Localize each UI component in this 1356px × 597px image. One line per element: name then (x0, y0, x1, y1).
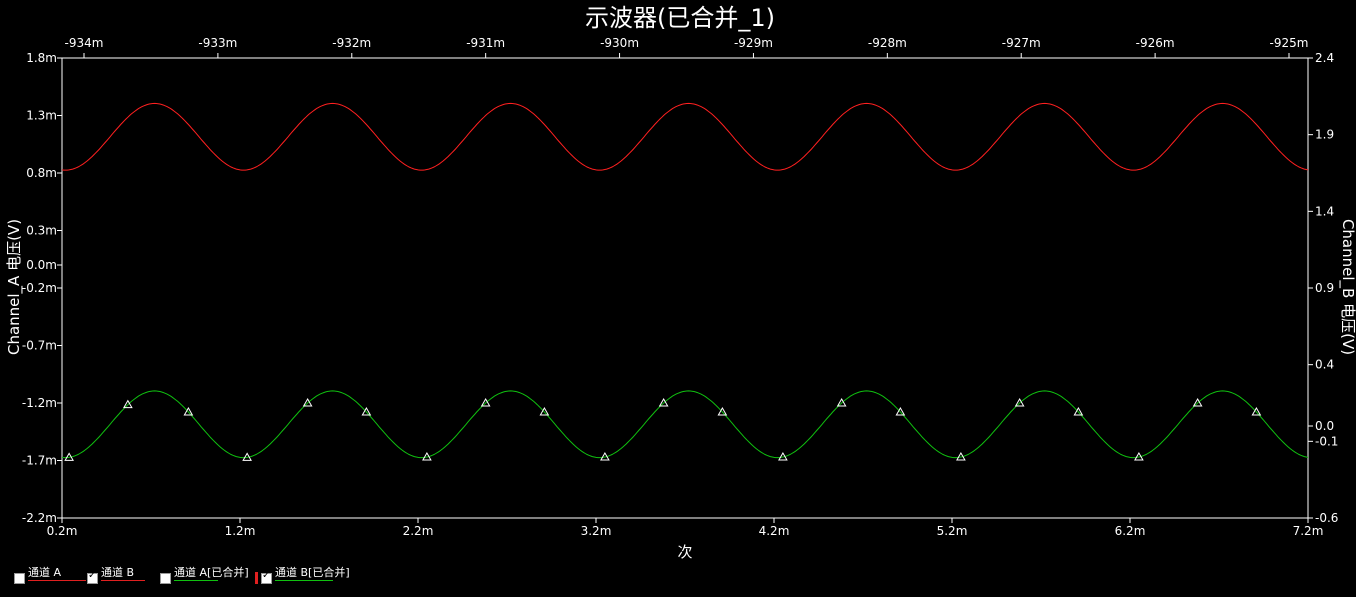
x-tick-label: 7.2m (1293, 524, 1324, 538)
x-tick-label: 4.2m (759, 524, 790, 538)
series-point-marker (122, 399, 133, 409)
y-axis-label-left: Channel_A 电压(V) (5, 219, 24, 355)
series-point-marker (600, 452, 610, 461)
y-left-tick-label: 1.8m (26, 51, 57, 65)
series-point-marker (422, 452, 432, 461)
top-tick-label: -928m (868, 36, 907, 50)
series-point-marker (895, 406, 906, 416)
x-tick-label: 0.2m (47, 524, 78, 538)
plot-frame (61, 57, 1309, 519)
legend-label-channel-a: 通道 A (28, 566, 62, 579)
series-line-0 (61, 102, 1309, 171)
series-point-marker (1134, 452, 1144, 461)
series-point-marker (480, 398, 491, 407)
series-point-marker (539, 406, 550, 416)
y-left-tick-label: 0.8m (26, 166, 57, 180)
y-right-tick-label: 2.4 (1315, 51, 1334, 65)
y-left-tick-label: -1.2m (22, 396, 57, 410)
y-axis-label-right: Channel_B 电压(V) (1338, 219, 1356, 355)
top-axis-ticks: -934m -933m -932m -931m -930m -929m -928m -927m… (65, 36, 1309, 58)
x-axis-label: 次 (677, 543, 692, 560)
series-point-marker (1014, 398, 1025, 407)
series-point-marker (361, 406, 372, 416)
y-right-tick-label: -0.1 (1315, 434, 1338, 448)
y-right-tick-label: 0.4 (1315, 358, 1334, 372)
y-right-tick-label: 1.9 (1315, 128, 1334, 142)
x-tick-label: 5.2m (937, 524, 968, 538)
y-left-tick-label: -2.2m (22, 511, 57, 525)
legend-checkbox-channel-b[interactable] (87, 570, 98, 584)
right-axis-ticks: 2.4 1.9 1.4 0.9 0.4 0.0-0.1 -0.6 (1308, 51, 1338, 525)
series-point-marker (302, 398, 313, 407)
y-right-tick-label: 0.0 (1315, 419, 1334, 433)
top-tick-label: -926m (1136, 36, 1175, 50)
x-tick-label: 6.2m (1115, 524, 1146, 538)
series-point-marker (956, 452, 966, 461)
bottom-axis-ticks: 0.2m 1.2m 2.2m 3.2m 4.2m 5.2m 6.2m 7.2m (47, 518, 1324, 538)
y-left-tick-label: 1.3m (26, 109, 57, 123)
legend-line-channel-a-merged (174, 580, 218, 581)
left-axis-ticks: 1.8m 1.3m 0.8m 0.3m 0.0m -0.2m -0.7m -1.2m -1.7m… (22, 51, 62, 525)
top-tick-label: -927m (1002, 36, 1041, 50)
legend-selection-marker (255, 572, 258, 584)
y-right-tick-label: 1.4 (1315, 204, 1334, 218)
x-tick-label: 2.2m (403, 524, 434, 538)
top-tick-label: -929m (734, 36, 773, 50)
x-tick-label: 1.2m (225, 524, 256, 538)
oscilloscope-chart: 示波器(已合并_1) -934m -933m -932m -931m -930m -929… (5, 4, 1356, 560)
series-layer (61, 102, 1309, 461)
top-tick-label: -933m (198, 36, 237, 50)
legend-label-channel-b-merged: 通道 B[已合并] (275, 566, 350, 579)
legend-label-channel-b: 通道 B (101, 566, 135, 579)
series-point-marker (836, 398, 847, 407)
legend-line-channel-b-merged (275, 580, 333, 581)
x-tick-label: 3.2m (581, 524, 612, 538)
chart-title: 示波器(已合并_1) (585, 4, 775, 32)
y-left-tick-label: -1.7m (22, 454, 57, 468)
y-left-tick-label: -0.7m (22, 339, 57, 353)
legend-checkbox-channel-a-merged[interactable] (160, 573, 171, 584)
top-tick-label: -925m (1270, 36, 1309, 50)
y-left-tick-label: 0.0m (26, 258, 57, 272)
series-point-marker (242, 452, 252, 461)
y-right-tick-label: 0.9 (1315, 281, 1334, 295)
legend-checkbox-channel-b-merged[interactable] (261, 570, 272, 584)
series-point-marker (183, 406, 194, 416)
top-tick-label: -931m (466, 36, 505, 50)
top-tick-label: -932m (332, 36, 371, 50)
top-tick-label: -934m (65, 36, 104, 50)
legend-checkbox-channel-a[interactable] (14, 573, 25, 584)
series-point-marker (1251, 406, 1262, 416)
y-right-tick-label: -0.6 (1315, 511, 1338, 525)
series-point-marker (1192, 398, 1203, 407)
top-tick-label: -930m (600, 36, 639, 50)
series-point-marker (778, 452, 788, 461)
legend-line-channel-a (28, 580, 86, 581)
series-point-marker (64, 452, 74, 461)
legend: 通道 A 通道 B 通道 A[已合并] 通道 B[已合并] (0, 562, 1356, 592)
y-left-tick-label: 0.3m (26, 224, 57, 238)
y-left-tick-label: -0.2m (22, 281, 57, 295)
legend-label-channel-a-merged: 通道 A[已合并] (174, 566, 249, 579)
series-point-marker (658, 398, 669, 407)
series-point-marker (1073, 406, 1084, 416)
legend-line-channel-b (101, 580, 145, 581)
series-line-1 (61, 390, 1309, 459)
series-point-marker (717, 406, 728, 416)
